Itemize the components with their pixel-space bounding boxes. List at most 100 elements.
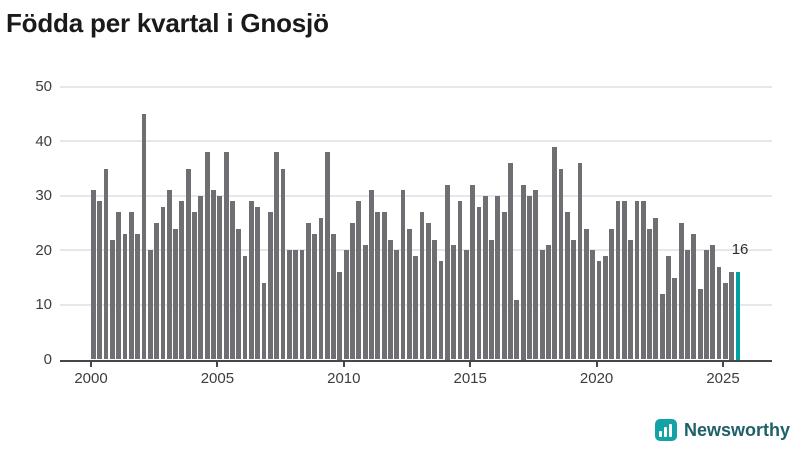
bar-2006-q3 xyxy=(255,206,261,360)
bar-2023-q3 xyxy=(685,250,690,360)
bar-2000-q2 xyxy=(97,201,103,360)
x-axis-tick-2010 xyxy=(342,361,345,367)
bar-2013-q3 xyxy=(432,239,438,360)
bar-2002-q1 xyxy=(141,114,147,360)
x-axis-label-2025: 2025 xyxy=(706,369,740,387)
y-axis-label-40: 40 xyxy=(35,132,52,150)
bar-2006-q2 xyxy=(249,201,254,360)
bar-2010-q2 xyxy=(350,223,355,360)
bar-2020-q4 xyxy=(615,201,621,360)
x-axis-label-2020: 2020 xyxy=(579,369,614,387)
bar-2003-q2 xyxy=(173,228,178,360)
bar-2019-q4 xyxy=(590,250,596,360)
bar-2001-q3 xyxy=(128,212,134,360)
bar-2010-q3 xyxy=(356,201,362,360)
y-axis-label-0: 0 xyxy=(43,351,52,368)
bar-2008-q2 xyxy=(299,250,305,360)
bar-2012-q4 xyxy=(413,255,419,360)
bar-2013-q1 xyxy=(419,212,425,360)
bar-2008-q3 xyxy=(305,223,311,360)
bar-2007-q4 xyxy=(286,250,292,360)
bar-2012-q2 xyxy=(400,190,406,360)
y-axis-label-20: 20 xyxy=(35,241,52,259)
bar-2005-q3 xyxy=(230,201,235,360)
bar-2001-q4 xyxy=(135,234,141,360)
bar-2014-q2 xyxy=(451,244,457,360)
x-axis-label-2015: 2015 xyxy=(453,369,487,387)
bar-2018-q1 xyxy=(546,244,551,360)
bar-2020-q2 xyxy=(602,255,608,360)
chart-title: Födda per kvartal i Gnosjö xyxy=(6,8,329,38)
bar-2010-q4 xyxy=(362,244,368,360)
gridline-y-30 xyxy=(60,194,772,197)
bar-2018-q3 xyxy=(558,168,564,360)
bar-2005-q2 xyxy=(223,152,229,360)
x-axis-label-2005: 2005 xyxy=(200,369,235,387)
bar-2015-q3 xyxy=(482,195,488,360)
highlighted-bar-2025-q3 xyxy=(735,272,741,360)
bar-2000-q4 xyxy=(109,239,115,360)
bar-2011-q1 xyxy=(369,190,374,360)
bar-2009-q3 xyxy=(331,234,336,360)
gridline-y-50 xyxy=(60,85,772,88)
x-axis-label-2000: 2000 xyxy=(74,369,108,387)
bar-2022-q2 xyxy=(653,217,659,360)
bar-2024-q3 xyxy=(710,244,716,360)
x-axis-line xyxy=(60,359,772,362)
bar-2007-q3 xyxy=(280,168,286,360)
bar-2010-q1 xyxy=(343,250,349,360)
bar-2017-q4 xyxy=(539,250,545,360)
y-axis-label-30: 30 xyxy=(35,187,52,205)
bar-2015-q4 xyxy=(489,239,494,360)
gridline-y-40 xyxy=(60,140,772,143)
bar-2003-q4 xyxy=(185,168,191,360)
bar-2011-q3 xyxy=(381,212,387,360)
bar-2018-q2 xyxy=(552,146,558,360)
bar-2001-q2 xyxy=(122,234,128,360)
x-axis-tick-2000 xyxy=(90,361,92,367)
newsworthy-logo-text: Newsworthy xyxy=(683,419,790,440)
newsworthy-bar-chart-icon xyxy=(654,419,677,441)
bar-2019-q2 xyxy=(577,163,583,360)
bar-2020-q1 xyxy=(596,261,602,360)
bar-2001-q1 xyxy=(116,212,122,360)
bar-2025-q1 xyxy=(723,283,728,360)
bar-2023-q2 xyxy=(678,223,684,360)
bar-2002-q2 xyxy=(147,250,153,360)
bar-2009-q2 xyxy=(324,152,330,360)
x-axis-tick-2015 xyxy=(469,361,472,367)
bar-2006-q1 xyxy=(242,255,248,360)
bar-2005-q4 xyxy=(236,228,242,360)
bar-2022-q1 xyxy=(647,228,652,360)
bar-2021-q4 xyxy=(640,201,646,360)
bar-2013-q4 xyxy=(438,261,444,360)
bar-2009-q4 xyxy=(337,272,343,360)
bar-2003-q3 xyxy=(179,201,185,360)
bar-2024-q2 xyxy=(704,250,709,360)
bar-2013-q2 xyxy=(425,223,431,360)
y-axis-label-10: 10 xyxy=(35,296,52,314)
bar-2016-q4 xyxy=(514,299,520,360)
bar-2022-q3 xyxy=(659,294,665,360)
bar-2008-q4 xyxy=(312,234,317,360)
bar-2004-q3 xyxy=(204,152,210,360)
bar-2016-q1 xyxy=(495,195,501,360)
bar-2024-q1 xyxy=(697,288,703,360)
bar-2008-q1 xyxy=(293,250,299,360)
bar-2003-q1 xyxy=(166,190,172,360)
bar-2014-q1 xyxy=(444,185,450,360)
bar-2017-q3 xyxy=(533,190,539,360)
bar-2024-q4 xyxy=(716,266,722,360)
bar-2007-q2 xyxy=(274,152,280,360)
bar-2000-q3 xyxy=(103,168,109,360)
bar-2004-q4 xyxy=(211,190,216,360)
bar-2017-q1 xyxy=(520,185,526,360)
bar-2005-q1 xyxy=(217,195,223,360)
bar-2004-q2 xyxy=(198,195,204,360)
bar-2011-q4 xyxy=(388,239,393,360)
bar-2020-q3 xyxy=(609,228,615,360)
bar-2022-q4 xyxy=(666,255,671,360)
bar-2019-q3 xyxy=(583,228,589,360)
bar-2012-q1 xyxy=(394,250,400,360)
bar-2023-q4 xyxy=(691,234,697,360)
